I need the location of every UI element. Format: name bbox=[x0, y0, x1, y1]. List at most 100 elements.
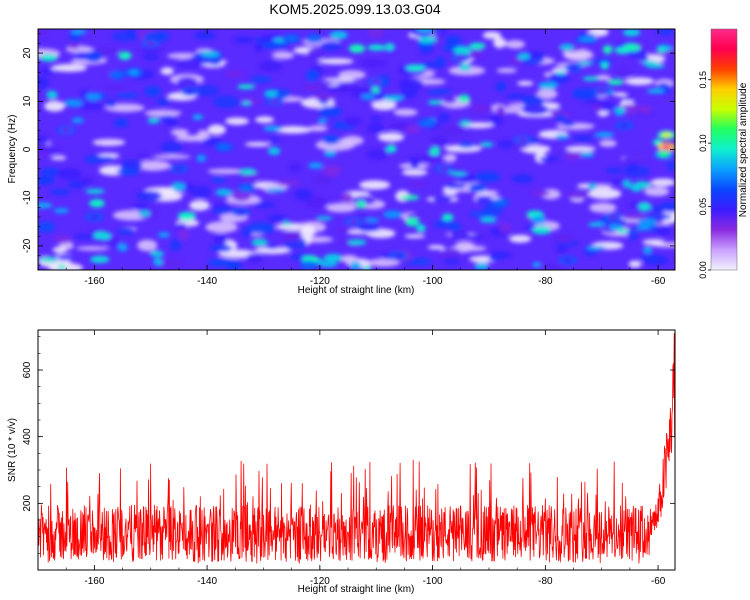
heatmap-cell bbox=[565, 191, 590, 200]
heatmap-cell bbox=[429, 146, 441, 156]
heatmap-cell bbox=[156, 97, 171, 106]
heatmap-cell bbox=[635, 53, 649, 63]
heatmap-cell bbox=[614, 106, 626, 114]
heatmap-hotspot bbox=[393, 252, 404, 259]
heatmap-hotspot bbox=[128, 69, 139, 75]
heatmap-cell bbox=[657, 46, 666, 54]
heatmap-cell bbox=[607, 79, 624, 86]
heatmap-cell bbox=[644, 186, 670, 197]
colorbar-tick-label: 0.00 bbox=[698, 261, 708, 279]
heatmap-cell bbox=[68, 33, 82, 43]
heatmap-cell bbox=[319, 261, 338, 268]
heatmap-cell bbox=[589, 202, 617, 213]
heatmap-cell bbox=[255, 116, 274, 124]
heatmap-cell bbox=[495, 105, 506, 118]
heatmap-cell bbox=[44, 100, 65, 112]
heatmap-cell bbox=[137, 153, 149, 160]
heatmap-cell bbox=[308, 162, 323, 169]
heatmap-cell bbox=[320, 40, 342, 51]
heatmap-cell bbox=[325, 85, 352, 93]
heatmap-cell bbox=[371, 99, 397, 111]
heatmap-cell bbox=[524, 224, 535, 230]
heatmap-cell bbox=[207, 168, 245, 174]
heatmap-cell bbox=[251, 238, 268, 247]
heatmap-cell bbox=[114, 118, 129, 128]
heatmap-cell bbox=[51, 63, 88, 72]
heatmap-cell bbox=[517, 81, 534, 86]
heatmap-hotspot bbox=[495, 199, 506, 206]
heatmap-cell bbox=[578, 61, 594, 66]
heatmap-cell bbox=[52, 246, 67, 253]
heatmap-hotspot bbox=[303, 262, 314, 268]
heatmap-cell bbox=[170, 128, 189, 137]
heatmap-cell bbox=[212, 176, 226, 183]
heatmap-cell bbox=[622, 29, 641, 37]
heatmap-cell bbox=[142, 53, 160, 61]
y-tick-label: 20 bbox=[22, 47, 33, 59]
heatmap-cell bbox=[253, 42, 265, 53]
heatmap-cell bbox=[642, 246, 653, 254]
heatmap-hotspot bbox=[173, 166, 184, 172]
heatmap-cell bbox=[210, 244, 233, 253]
heatmap-cell bbox=[305, 69, 319, 82]
heatmap-cell bbox=[38, 221, 55, 233]
heatmap-cell bbox=[253, 201, 277, 209]
heatmap-cell bbox=[441, 213, 454, 221]
heatmap-cell bbox=[362, 265, 372, 270]
heatmap-cell bbox=[474, 171, 501, 183]
heatmap-cell bbox=[191, 186, 212, 199]
heatmap-cell bbox=[265, 188, 286, 193]
heatmap-cell bbox=[600, 61, 609, 70]
heatmap-cell bbox=[90, 255, 110, 264]
colorbar-frame bbox=[710, 28, 738, 271]
heatmap-cell bbox=[356, 223, 381, 233]
heatmap-hotspot bbox=[455, 55, 466, 61]
heatmap-cell bbox=[53, 207, 69, 214]
heatmap-cell bbox=[511, 174, 534, 184]
heatmap-hotspot bbox=[607, 214, 618, 220]
heatmap-cell bbox=[404, 125, 420, 134]
heatmap-cell bbox=[247, 222, 276, 235]
heatmap-cell bbox=[116, 92, 139, 99]
heatmap-cell bbox=[340, 254, 358, 264]
heatmap-cell bbox=[508, 58, 523, 65]
heatmap-cell bbox=[161, 141, 183, 154]
heatmap-cell bbox=[393, 108, 418, 117]
heatmap-cell bbox=[225, 117, 249, 125]
heatmap-cell bbox=[556, 70, 565, 76]
heatmap-cell bbox=[479, 217, 497, 223]
heatmap-cell bbox=[432, 29, 447, 36]
colorbar-strip bbox=[711, 29, 737, 270]
y-tick-label: 10 bbox=[22, 95, 33, 107]
heatmap-cell bbox=[598, 101, 616, 112]
x-tick-label: -160 bbox=[84, 276, 104, 287]
heatmap-cell bbox=[266, 214, 287, 223]
heatmap-cell bbox=[300, 225, 316, 238]
heatmap-hotspot bbox=[145, 40, 156, 47]
heatmap-cell bbox=[322, 164, 342, 177]
heatmap-cell bbox=[262, 41, 288, 50]
heatmap-cell bbox=[349, 261, 362, 270]
heatmap-cell bbox=[177, 211, 197, 221]
heatmap-cell bbox=[140, 46, 164, 53]
heatmap-cell bbox=[405, 64, 426, 71]
heatmap-cell bbox=[622, 155, 650, 163]
heatmap-cell bbox=[258, 60, 283, 73]
heatmap-cell bbox=[241, 101, 252, 106]
heatmap-cell bbox=[329, 30, 348, 40]
heatmap-cell bbox=[237, 84, 256, 90]
heatmap-cell bbox=[444, 183, 467, 189]
heatmap-cell bbox=[118, 51, 132, 60]
heatmap-cell bbox=[440, 248, 462, 259]
heatmap-cell bbox=[602, 45, 613, 54]
heatmap-cell bbox=[192, 114, 204, 120]
heatmap-cell bbox=[499, 222, 512, 234]
heatmap-cell bbox=[427, 245, 445, 250]
heatmap-cell bbox=[360, 93, 375, 100]
heatmap-cell bbox=[531, 226, 552, 235]
heatmap-cell bbox=[205, 221, 238, 233]
heatmap-cell bbox=[642, 239, 665, 246]
heatmap-cell bbox=[273, 126, 313, 134]
